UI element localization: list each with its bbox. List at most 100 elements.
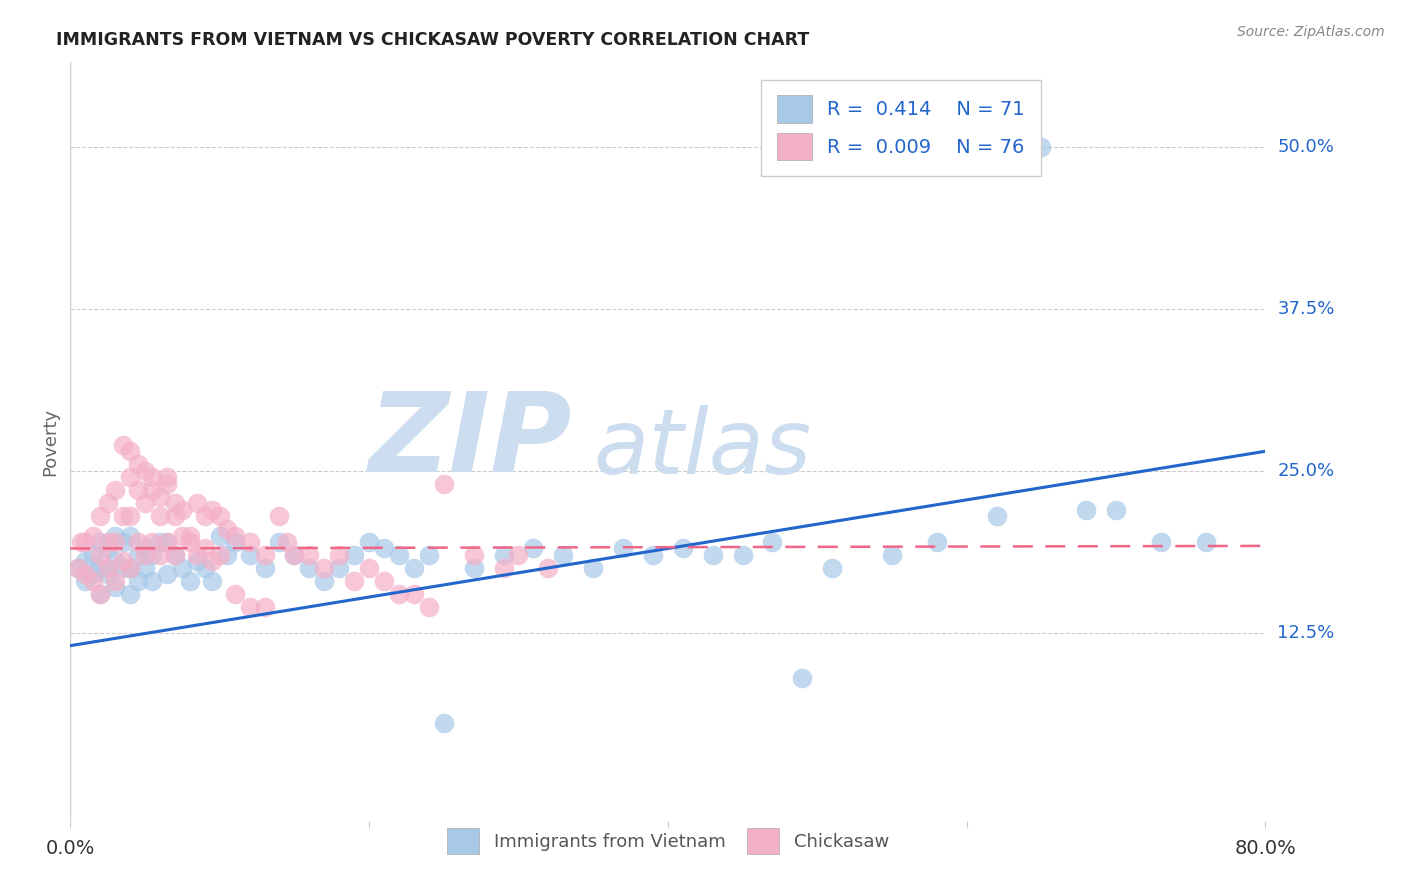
Point [163, 509, 186, 524]
Point [388, 548, 411, 562]
Point [217, 548, 239, 562]
Point [194, 561, 217, 575]
Text: 25.0%: 25.0% [1278, 462, 1334, 480]
Point [208, 548, 231, 562]
Point [373, 541, 395, 556]
Point [89, 561, 111, 575]
Point [134, 496, 156, 510]
Point [186, 554, 208, 568]
Point [104, 580, 127, 594]
Point [217, 522, 239, 536]
Point [492, 561, 515, 575]
Point [672, 541, 695, 556]
Point [127, 457, 149, 471]
Point [149, 535, 172, 549]
Point [127, 574, 149, 588]
Point [149, 509, 172, 524]
Point [298, 561, 321, 575]
Point [120, 561, 141, 575]
Point [553, 548, 575, 562]
Point [97, 567, 120, 582]
Point [163, 496, 186, 510]
Point [127, 483, 149, 497]
Point [82, 548, 104, 562]
Point [120, 561, 141, 575]
Point [89, 548, 111, 562]
Point [127, 535, 149, 549]
Point [120, 509, 141, 524]
Point [269, 509, 291, 524]
Text: 12.5%: 12.5% [1278, 624, 1334, 641]
Point [66, 561, 89, 575]
Point [172, 502, 194, 516]
Point [239, 599, 262, 614]
Point [208, 528, 231, 542]
Point [492, 548, 515, 562]
Point [224, 587, 246, 601]
Point [239, 535, 262, 549]
Point [821, 561, 844, 575]
Point [120, 470, 141, 484]
Point [111, 554, 134, 568]
Point [641, 548, 664, 562]
Point [172, 561, 194, 575]
Point [97, 535, 120, 549]
Point [111, 561, 134, 575]
Point [925, 535, 948, 549]
Point [186, 496, 208, 510]
Y-axis label: Poverty: Poverty [41, 408, 59, 475]
Point [328, 561, 350, 575]
Point [149, 490, 172, 504]
Point [141, 483, 163, 497]
Point [761, 535, 783, 549]
Point [418, 548, 440, 562]
Point [104, 528, 127, 542]
Point [1031, 139, 1053, 153]
Point [179, 574, 201, 588]
Point [253, 548, 276, 562]
Point [314, 561, 336, 575]
Text: Source: ZipAtlas.com: Source: ZipAtlas.com [1237, 25, 1385, 39]
Point [120, 444, 141, 458]
Point [111, 509, 134, 524]
Point [82, 574, 104, 588]
Point [149, 548, 172, 562]
Point [343, 548, 366, 562]
Point [156, 535, 179, 549]
Point [179, 528, 201, 542]
Point [792, 671, 814, 685]
Point [156, 535, 179, 549]
Point [141, 535, 163, 549]
Point [179, 535, 201, 549]
Point [134, 541, 156, 556]
Point [201, 502, 224, 516]
Text: 50.0%: 50.0% [1278, 137, 1334, 156]
Point [298, 548, 321, 562]
Point [731, 548, 754, 562]
Point [104, 483, 127, 497]
Point [141, 574, 163, 588]
Legend: Immigrants from Vietnam, Chickasaw: Immigrants from Vietnam, Chickasaw [439, 821, 897, 861]
Point [120, 587, 141, 601]
Point [186, 548, 208, 562]
Point [1150, 535, 1173, 549]
Point [172, 528, 194, 542]
Point [276, 535, 298, 549]
Text: IMMIGRANTS FROM VIETNAM VS CHICKASAW POVERTY CORRELATION CHART: IMMIGRANTS FROM VIETNAM VS CHICKASAW POV… [56, 31, 810, 49]
Point [75, 574, 97, 588]
Point [82, 528, 104, 542]
Point [97, 496, 120, 510]
Point [343, 574, 366, 588]
Point [508, 548, 530, 562]
Point [283, 548, 305, 562]
Point [328, 548, 350, 562]
Point [463, 548, 485, 562]
Point [582, 561, 605, 575]
Point [537, 561, 560, 575]
Point [194, 541, 217, 556]
Point [373, 574, 395, 588]
Point [75, 554, 97, 568]
Point [1195, 535, 1218, 549]
Point [89, 587, 111, 601]
Point [463, 561, 485, 575]
